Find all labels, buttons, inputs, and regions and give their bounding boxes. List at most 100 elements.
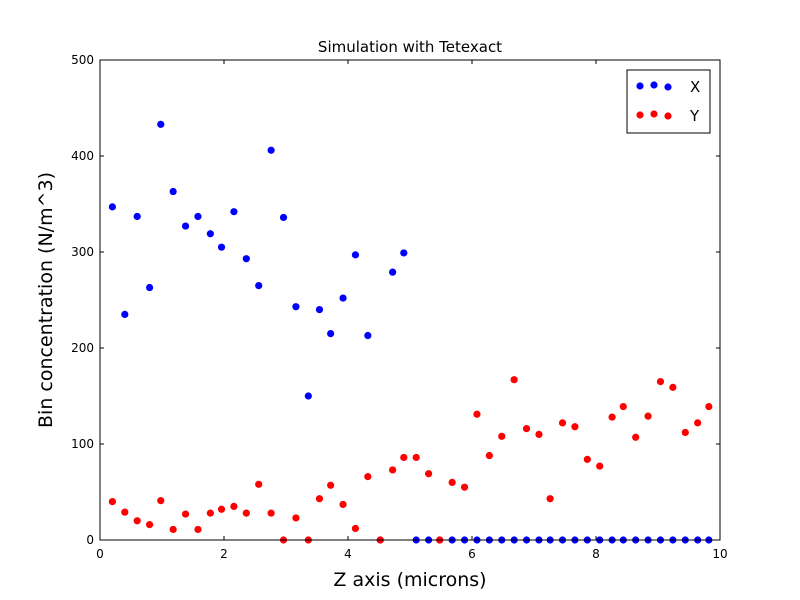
- data-point: [632, 433, 640, 441]
- legend-marker: [664, 83, 672, 91]
- x-tick-label: 8: [592, 547, 600, 561]
- data-point: [292, 303, 300, 311]
- legend-marker: [636, 82, 644, 90]
- legend-item-y: Y: [636, 107, 700, 125]
- data-point: [108, 498, 116, 506]
- data-point: [217, 505, 226, 513]
- data-point: [315, 495, 324, 503]
- data-point: [389, 466, 397, 474]
- data-point: [169, 525, 177, 534]
- data-point: [448, 478, 456, 486]
- data-point: [230, 502, 238, 510]
- data-point: [364, 331, 372, 340]
- x-tick-label: 6: [468, 547, 476, 561]
- data-point: [242, 255, 250, 263]
- data-point: [644, 412, 652, 420]
- legend-label: Y: [689, 107, 700, 125]
- data-point: [596, 462, 604, 470]
- data-point: [169, 187, 177, 196]
- data-point: [157, 497, 165, 505]
- legend-marker: [650, 110, 658, 118]
- y-tick-label: 0: [86, 533, 94, 547]
- legend-marker: [650, 81, 658, 89]
- data-point: [194, 525, 202, 534]
- data-point: [351, 524, 360, 533]
- data-point: [121, 310, 129, 318]
- y-tick-label: 200: [71, 341, 94, 355]
- data-point: [705, 402, 713, 411]
- data-point: [121, 508, 129, 516]
- data-point: [400, 453, 408, 462]
- data-point: [255, 480, 263, 488]
- data-point: [694, 419, 702, 427]
- legend-box: [626, 69, 711, 134]
- data-point: [157, 120, 165, 128]
- data-point: [279, 213, 288, 222]
- data-point: [108, 203, 116, 211]
- data-point: [230, 208, 238, 216]
- data-point: [498, 432, 506, 440]
- data-point: [608, 413, 616, 421]
- data-point: [181, 510, 190, 518]
- data-point: [146, 283, 154, 292]
- data-point: [364, 473, 372, 481]
- plot-area: [100, 60, 720, 540]
- data-point: [267, 146, 275, 154]
- data-point: [194, 212, 202, 221]
- data-point: [292, 514, 300, 522]
- data-point: [656, 378, 665, 386]
- y-axis-title: Bin concentration (N/m^3): [35, 172, 57, 428]
- data-point: [315, 306, 324, 314]
- chart-title: Simulation with Tetexact: [318, 38, 502, 56]
- legend-item-x: X: [636, 78, 700, 96]
- data-point: [327, 330, 335, 338]
- series-y: [108, 376, 713, 544]
- data-point: [546, 495, 554, 503]
- data-point: [535, 430, 543, 438]
- data-point: [389, 268, 397, 276]
- plot-frame: [99, 59, 721, 541]
- data-point: [206, 230, 214, 238]
- data-point: [242, 509, 250, 517]
- data-point: [412, 453, 420, 462]
- data-point: [133, 212, 141, 221]
- legend-marker: [664, 112, 672, 120]
- data-point: [351, 251, 360, 259]
- data-point: [206, 509, 214, 517]
- data-point: [522, 425, 531, 433]
- data-point: [558, 419, 567, 427]
- data-point: [510, 376, 518, 384]
- data-point: [619, 402, 627, 411]
- x-tick-label: 2: [220, 547, 228, 561]
- y-tick-label: 500: [71, 53, 94, 67]
- data-point: [327, 481, 335, 489]
- data-point: [425, 470, 433, 478]
- y-tick-label: 300: [71, 245, 94, 259]
- x-axis-title: Z axis (microns): [333, 569, 486, 591]
- data-point: [485, 451, 493, 460]
- x-tick-label: 0: [96, 547, 104, 561]
- data-point: [217, 243, 226, 251]
- data-point: [681, 428, 689, 437]
- x-tick-label: 10: [712, 547, 727, 561]
- y-tick-label: 400: [71, 149, 94, 163]
- data-point: [255, 282, 263, 290]
- legend-marker: [636, 111, 644, 119]
- data-point: [181, 222, 190, 230]
- data-point: [304, 392, 312, 400]
- data-point: [669, 383, 677, 391]
- data-point: [146, 521, 154, 529]
- y-tick-label: 100: [71, 437, 94, 451]
- legend: XY: [626, 69, 711, 134]
- data-point: [267, 509, 275, 517]
- data-point: [339, 500, 347, 509]
- data-point: [460, 483, 469, 491]
- data-point: [400, 249, 408, 257]
- legend-label: X: [690, 78, 700, 96]
- data-point: [571, 423, 579, 431]
- data-point: [473, 410, 481, 418]
- data-point: [583, 455, 591, 463]
- data-point: [339, 294, 347, 302]
